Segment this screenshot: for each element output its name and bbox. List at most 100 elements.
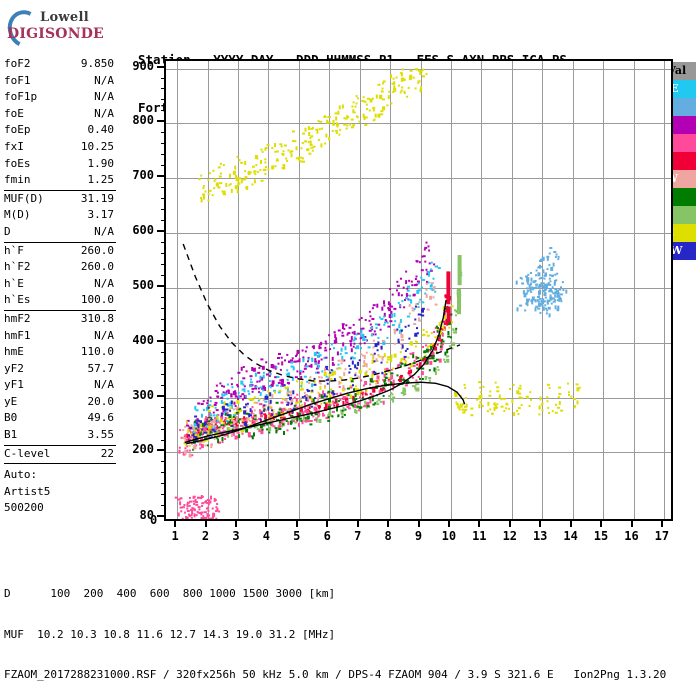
series-e-region-cluster-near-13-mhz: [515, 247, 568, 318]
x-tick-label: 4: [262, 529, 270, 543]
x-tick-label: 8: [384, 529, 392, 543]
y-tick-minor: [161, 198, 166, 200]
cusp-marker: [457, 289, 461, 315]
param-row: B0 49.6: [4, 410, 116, 427]
param-value: 22: [100, 446, 114, 460]
param-key: foF2: [4, 57, 31, 70]
cusp-marker: [457, 255, 462, 286]
param-value: N/A: [94, 276, 114, 290]
param-key: foEp: [4, 123, 31, 137]
x-tick-major: [174, 521, 177, 527]
gridline-vertical: [663, 61, 665, 521]
y-tick-label: 800: [132, 113, 154, 128]
x-tick-label: 15: [593, 529, 609, 543]
logo-org-text: Lowell: [40, 10, 89, 25]
y-tick-minor: [161, 143, 166, 145]
param-key: M(D): [4, 208, 31, 222]
param-value: 1.25: [87, 173, 115, 187]
param-key: MUF(D): [4, 191, 44, 205]
y-tick-minor: [161, 406, 166, 408]
logo-product-text: DIGISONDE: [7, 26, 104, 42]
y-tick-minor: [161, 110, 166, 112]
x-tick-major: [295, 521, 298, 527]
y-tick-label: 700: [132, 168, 154, 183]
param-group-1: MUF(D) 31.19 M(D) 3.17 D N/A: [4, 191, 116, 243]
y-tick-minor: [161, 329, 166, 331]
x-tick-label: 17: [654, 529, 670, 543]
ionogram-plot-area[interactable]: [164, 59, 673, 521]
y-tick-minor: [161, 439, 166, 441]
param-row: foE N/A: [4, 106, 116, 123]
param-key: hmF1: [4, 328, 31, 342]
x-tick-major: [326, 521, 329, 527]
y-tick-minor: [161, 132, 166, 134]
y-tick-major: [157, 65, 166, 68]
gridline-horizontal: [166, 287, 673, 289]
param-row: foF2 9.850: [4, 56, 116, 73]
param-group-0: foF2 9.850 foF1 N/A foF1p N/A foE N/A foEp 0.40 fx…: [4, 56, 116, 191]
param-key: foF1: [4, 73, 31, 87]
x-tick-label: 6: [323, 529, 331, 543]
y-tick-minor: [161, 307, 166, 309]
auto-scaling-info: Auto: Artist5 500200: [4, 464, 116, 517]
series-x-scatter: [192, 307, 459, 451]
overlay-curve-dashed: [182, 243, 461, 382]
param-row: hmF2 310.8: [4, 311, 116, 328]
param-group-2: h`F 260.0 h`F2 260.0 h`E N/A h`Es 100.0: [4, 243, 116, 311]
x-tick-label: 16: [624, 529, 639, 543]
param-row: B1 3.55: [4, 427, 116, 444]
param-row: yF2 57.7: [4, 361, 116, 378]
x-tick-label: 14: [563, 529, 578, 543]
series-horizontal-scatter-near-300-km-right-side: [454, 381, 581, 417]
param-key: h`E: [4, 276, 24, 290]
y-tick-minor: [161, 461, 166, 463]
plot-bottom-border: [166, 519, 673, 521]
param-value: 0.40: [87, 123, 115, 137]
param-row: h`F2 260.0: [4, 259, 116, 276]
y-tick-major: [157, 230, 166, 232]
param-row: D N/A: [4, 224, 116, 241]
param-row: M(D) 3.17: [4, 207, 116, 224]
x-tick-major: [569, 521, 572, 527]
param-group-3: hmF2 310.8 hmF1 N/A hmE 110.0 yF2 57.7 yF1 N/A yE 2…: [4, 311, 116, 446]
gridline-horizontal: [166, 178, 673, 180]
y-tick-major: [157, 339, 166, 342]
x-tick-label: 1: [171, 529, 179, 543]
param-value: 49.6: [87, 411, 115, 425]
y-tick-minor: [161, 494, 166, 496]
param-value: 310.8: [80, 311, 114, 325]
auto-line: 500200: [4, 501, 44, 515]
gridline-vertical: [298, 61, 300, 521]
y-tick-minor: [161, 296, 166, 298]
x-axis-frequency-mhz: 1 2 3 4 5 6 7 8 9 10 11 12 13 14 15 16 17: [160, 521, 680, 551]
y-tick-minor: [161, 505, 166, 507]
y-tick-minor: [161, 318, 166, 320]
y-tick-label: 500: [132, 277, 154, 292]
x-tick-label: 12: [502, 529, 518, 543]
series-second-order-trace-upper-680-900-km-: [198, 68, 428, 203]
auto-line: Artist5: [4, 484, 51, 498]
lowell-digisonde-logo: Lowell DIGISONDE: [2, 5, 124, 53]
param-row: C-level 22: [4, 446, 116, 463]
footer-file-row: FZAOM_2017288231000.RSF / 320fx256h 50 k…: [4, 668, 667, 681]
gridline-vertical: [511, 61, 513, 521]
param-value: N/A: [94, 106, 114, 120]
y-tick-label: 80: [139, 508, 154, 523]
y-tick-label: 300: [132, 387, 154, 402]
param-key: B0: [4, 411, 18, 425]
param-value: 10.25: [80, 139, 114, 153]
param-key: yF1: [4, 378, 24, 392]
x-tick-major: [600, 521, 602, 527]
y-tick-minor: [161, 187, 166, 189]
gridline-vertical: [481, 61, 483, 521]
param-value: N/A: [94, 90, 114, 104]
y-tick-minor: [161, 165, 166, 167]
gridline-vertical: [390, 61, 392, 521]
y-tick-minor: [161, 373, 166, 375]
gridline-vertical: [207, 61, 209, 521]
param-key: foEs: [4, 156, 31, 170]
y-tick-label: 200: [132, 442, 154, 457]
x-tick-major: [539, 521, 542, 527]
param-value: N/A: [94, 328, 114, 342]
param-row: yF1 N/A: [4, 377, 116, 394]
